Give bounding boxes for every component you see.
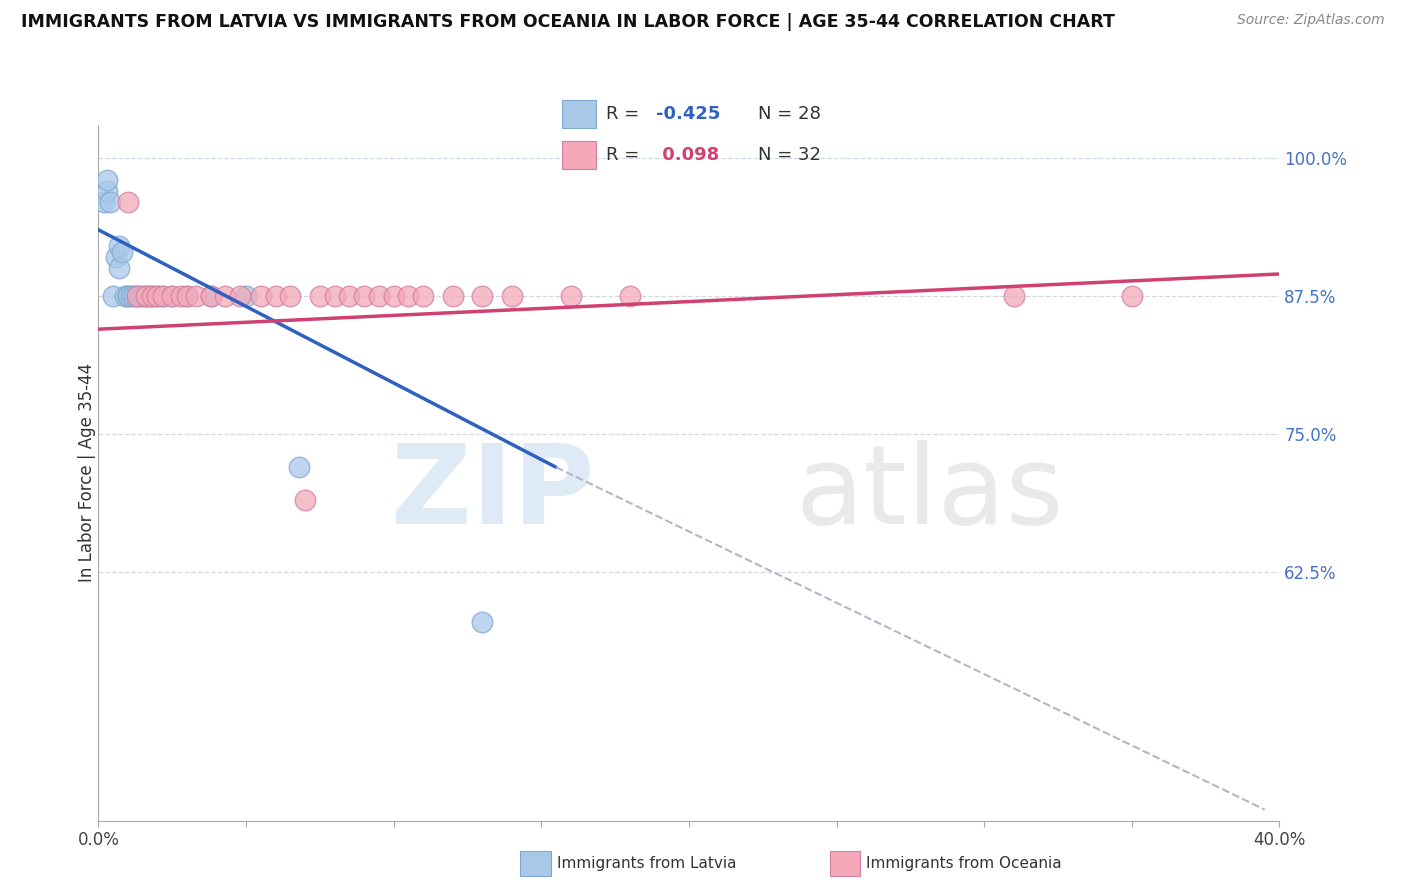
Point bbox=[353, 289, 375, 303]
Point bbox=[200, 289, 222, 303]
Point bbox=[294, 493, 316, 508]
Point bbox=[619, 289, 641, 303]
Point bbox=[114, 289, 136, 303]
Point bbox=[288, 460, 311, 475]
Point bbox=[125, 289, 148, 303]
Point bbox=[135, 289, 157, 303]
Point bbox=[412, 289, 434, 303]
Point bbox=[105, 251, 128, 265]
Text: N = 32: N = 32 bbox=[758, 146, 821, 164]
Text: Source: ZipAtlas.com: Source: ZipAtlas.com bbox=[1237, 13, 1385, 28]
Text: Immigrants from Latvia: Immigrants from Latvia bbox=[557, 856, 737, 871]
Point bbox=[135, 289, 157, 303]
Point bbox=[146, 289, 169, 303]
Point bbox=[132, 289, 155, 303]
Point bbox=[93, 195, 115, 210]
Point bbox=[396, 289, 419, 303]
Point bbox=[382, 289, 405, 303]
Point bbox=[200, 289, 222, 303]
Point bbox=[337, 289, 360, 303]
Point bbox=[278, 289, 302, 303]
Point bbox=[162, 289, 183, 303]
Point bbox=[96, 184, 118, 198]
Point bbox=[368, 289, 391, 303]
Point bbox=[441, 289, 464, 303]
Point bbox=[128, 289, 150, 303]
Point bbox=[176, 289, 198, 303]
Point bbox=[560, 289, 582, 303]
Text: Immigrants from Oceania: Immigrants from Oceania bbox=[866, 856, 1062, 871]
Point bbox=[141, 289, 163, 303]
Point bbox=[111, 244, 134, 259]
Point bbox=[162, 289, 183, 303]
Point bbox=[176, 289, 198, 303]
Point bbox=[1121, 289, 1143, 303]
Bar bbox=[562, 100, 596, 128]
Text: ZIP: ZIP bbox=[391, 440, 595, 547]
Point bbox=[117, 289, 139, 303]
Bar bbox=[562, 141, 596, 169]
Point bbox=[96, 173, 118, 187]
Point bbox=[250, 289, 273, 303]
Point bbox=[264, 289, 287, 303]
Point bbox=[323, 289, 346, 303]
Point bbox=[471, 289, 494, 303]
Point bbox=[125, 289, 148, 303]
Point bbox=[309, 289, 332, 303]
Point bbox=[235, 289, 257, 303]
Point bbox=[138, 289, 160, 303]
Point bbox=[229, 289, 252, 303]
Text: -0.425: -0.425 bbox=[657, 105, 721, 123]
Point bbox=[471, 615, 494, 629]
Point bbox=[1002, 289, 1025, 303]
Point bbox=[108, 239, 131, 253]
Text: N = 28: N = 28 bbox=[758, 105, 821, 123]
Point bbox=[117, 195, 139, 210]
Point bbox=[214, 289, 236, 303]
Point bbox=[170, 289, 193, 303]
Point bbox=[184, 289, 207, 303]
Point bbox=[122, 289, 145, 303]
Point bbox=[117, 289, 139, 303]
Text: atlas: atlas bbox=[796, 440, 1064, 547]
Point bbox=[141, 289, 163, 303]
Point bbox=[103, 289, 125, 303]
Point bbox=[501, 289, 523, 303]
Text: R =: R = bbox=[606, 105, 645, 123]
Point bbox=[98, 195, 121, 210]
Point bbox=[146, 289, 169, 303]
Text: R =: R = bbox=[606, 146, 645, 164]
Point bbox=[108, 261, 131, 276]
Point bbox=[120, 289, 142, 303]
Text: IMMIGRANTS FROM LATVIA VS IMMIGRANTS FROM OCEANIA IN LABOR FORCE | AGE 35-44 COR: IMMIGRANTS FROM LATVIA VS IMMIGRANTS FRO… bbox=[21, 13, 1115, 31]
Point bbox=[152, 289, 174, 303]
Text: 0.098: 0.098 bbox=[657, 146, 720, 164]
Y-axis label: In Labor Force | Age 35-44: In Labor Force | Age 35-44 bbox=[79, 363, 96, 582]
Point bbox=[152, 289, 174, 303]
